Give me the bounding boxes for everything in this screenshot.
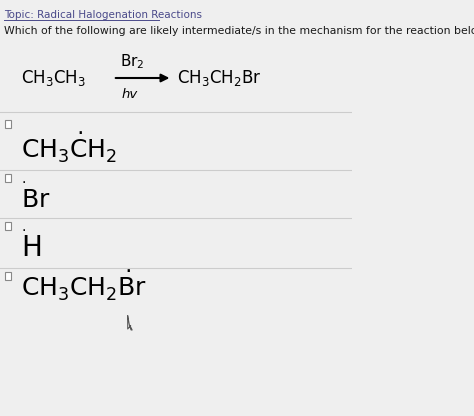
Polygon shape [128, 316, 132, 330]
Text: $\mathrm{H}$: $\mathrm{H}$ [21, 234, 41, 262]
Text: $\mathrm{Br}$: $\mathrm{Br}$ [21, 188, 50, 212]
Bar [5, 222, 11, 230]
Bar [5, 272, 11, 280]
Text: Topic: Radical Halogenation Reactions: Topic: Radical Halogenation Reactions [4, 10, 202, 20]
Text: $\mathrm{\cdot}$: $\mathrm{\cdot}$ [21, 222, 26, 236]
Text: $\mathrm{Br_2}$: $\mathrm{Br_2}$ [120, 53, 145, 72]
Text: $\mathrm{CH_3CH_2Br}$: $\mathrm{CH_3CH_2Br}$ [177, 68, 261, 88]
Bar [5, 120, 11, 128]
Text: $\mathrm{CH_3CH_2\dot{B}r}$: $\mathrm{CH_3CH_2\dot{B}r}$ [21, 269, 147, 303]
Text: hv: hv [122, 88, 138, 101]
Text: $\mathrm{\cdot}$: $\mathrm{\cdot}$ [21, 174, 26, 188]
Text: $\mathrm{CH_3CH_3}$: $\mathrm{CH_3CH_3}$ [21, 68, 86, 88]
Bar [5, 174, 11, 182]
Text: Which of the following are likely intermediate/s in the mechanism for the reacti: Which of the following are likely interm… [4, 26, 474, 36]
Text: $\mathrm{CH_3\dot{C}H_2}$: $\mathrm{CH_3\dot{C}H_2}$ [21, 131, 117, 165]
